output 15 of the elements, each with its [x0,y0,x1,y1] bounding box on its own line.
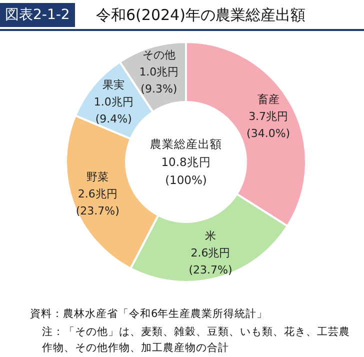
slice-label: 米 [204,229,216,242]
text: 資料：農林水産省「令和6年生産農業所得統計」 [30,307,269,322]
data-label: 1.0兆円 (9.3%) [139,65,179,96]
slice-label: 野菜 [86,170,109,184]
text: 農業総産出額 10.8兆円 (100%) [150,137,222,187]
data-label: 1.0兆円 (9.4%) [94,96,134,126]
text: 図表2-1-2 [0,3,75,27]
data-label: 3.7兆円 (34.0%) [246,110,290,140]
slice-label: 畜産 [257,93,280,106]
text: 注：「その他」は、麦類、雑穀、豆類、いも類、花き、工芸農作物、その他作物、加工農産物の合計 [42,325,351,356]
slice-label: その他 [142,48,176,62]
chart-title: 令和6(2024)年の農業総産出額 [96,5,306,26]
data-label: 2.6兆円 (23.7%) [188,246,232,276]
data-label: 2.6兆円 (23.7%) [76,187,120,218]
slice-label: 果実 [102,78,125,92]
